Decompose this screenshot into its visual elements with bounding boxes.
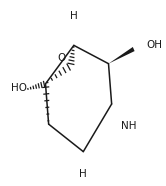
Text: O: O <box>57 53 65 63</box>
Text: HO: HO <box>11 83 27 92</box>
Polygon shape <box>109 47 135 64</box>
Text: OH: OH <box>146 40 162 50</box>
Text: H: H <box>79 169 87 179</box>
Text: H: H <box>70 11 78 21</box>
Text: NH: NH <box>121 121 137 131</box>
